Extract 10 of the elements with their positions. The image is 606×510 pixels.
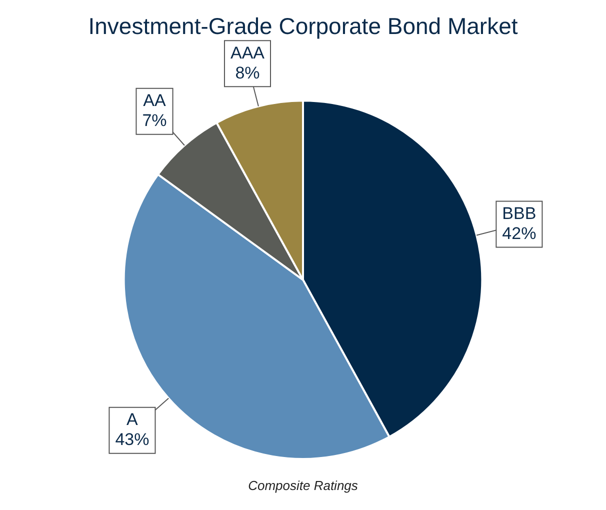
data-label: 8% xyxy=(235,63,260,82)
data-label: 42% xyxy=(502,224,536,243)
slice-label: AAA xyxy=(230,43,266,62)
slice-label: A xyxy=(126,410,139,430)
data-label: 43% xyxy=(115,430,150,450)
chart-title: Investment-Grade Corporate Bond Market xyxy=(88,13,518,40)
text: Composite Ratings xyxy=(247,478,359,493)
slice-label: AA xyxy=(143,91,166,110)
slice-label: BBB xyxy=(502,204,536,223)
data-label: 7% xyxy=(142,111,167,130)
